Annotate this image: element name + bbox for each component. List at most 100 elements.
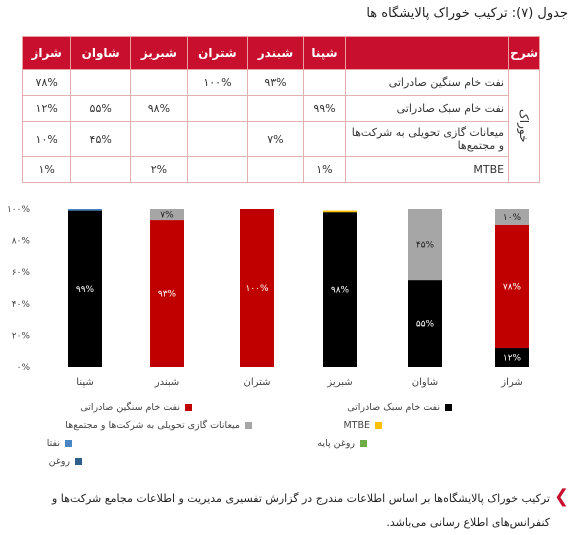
x-tick-label: شبندر bbox=[154, 377, 180, 388]
legend-swatch bbox=[375, 422, 382, 429]
table-row: خوراک نفت خام سنگین صادراتی ۹۳% ۱۰۰% ۷۸% bbox=[21, 69, 540, 183]
x-tick-label: شبریز bbox=[326, 377, 352, 388]
table-cell bbox=[247, 156, 304, 183]
column-header: شپنا bbox=[302, 36, 347, 70]
legend-label: نفتا bbox=[46, 438, 60, 449]
legend-swatch bbox=[245, 422, 252, 429]
bar-segment bbox=[323, 210, 357, 213]
bar-segment bbox=[495, 224, 529, 349]
table-cell bbox=[186, 121, 249, 157]
x-tick-label: شتران bbox=[243, 377, 270, 388]
table-cell bbox=[130, 69, 188, 96]
legend-item: روغن bbox=[49, 456, 82, 467]
y-tick-label: ۸۰% bbox=[12, 237, 31, 247]
legend-item: روغن پایه bbox=[317, 438, 367, 449]
legend-label: روغن bbox=[48, 456, 70, 467]
legend-swatch bbox=[65, 440, 72, 447]
table-cell: ۴۵% bbox=[70, 121, 132, 157]
bar-segment bbox=[68, 210, 102, 367]
stacked-bar-chart: ۰% ۲۰% ۴۰% ۶۰% ۸۰% ۱۰۰% ۹۹% شپنا ۹۳% ۷% شبندر ۱۰۰% ش… bbox=[7, 205, 529, 388]
bar-segment bbox=[240, 209, 274, 367]
data-label: ۱۰% bbox=[503, 213, 522, 223]
legend-swatch bbox=[185, 404, 192, 411]
y-tick-label: ۱۰۰% bbox=[7, 205, 31, 215]
legend-label: روغن پایه bbox=[317, 438, 355, 449]
data-label: ۹۳% bbox=[158, 290, 177, 300]
y-tick-label: ۴۰% bbox=[12, 300, 31, 310]
legend-item: MTBE bbox=[343, 420, 382, 431]
legend-swatch bbox=[360, 440, 367, 447]
row-label: MTBE bbox=[345, 156, 510, 183]
column-header: شبریز bbox=[130, 36, 188, 70]
legend-swatch bbox=[445, 404, 452, 411]
table-cell: ۵۵% bbox=[70, 95, 132, 122]
legend-label: نفت خام سنگین صادراتی bbox=[80, 402, 180, 413]
table-header-row: شرح شپنا شبندر شتران شبریز شاوان شراز bbox=[21, 36, 540, 70]
bar-segment bbox=[495, 209, 529, 225]
legend-item: نفت خام سبک صادراتی bbox=[347, 402, 452, 413]
bar-segment bbox=[495, 348, 529, 367]
chevron-left-icon: ❮ bbox=[554, 486, 570, 507]
table-cell bbox=[70, 156, 132, 183]
table-cell: ۹۸% bbox=[130, 95, 188, 122]
table-row: MTBE ۱% ۲% ۱% bbox=[21, 156, 540, 183]
header-label: شرح bbox=[508, 36, 540, 70]
legend-item: نفت خام سنگین صادراتی bbox=[80, 402, 192, 413]
header-category bbox=[345, 36, 510, 70]
table-cell bbox=[70, 69, 132, 96]
table-cell: ۹۹% bbox=[302, 95, 347, 122]
data-label: ۱۰۰% bbox=[245, 284, 269, 294]
table-cell: ۱% bbox=[21, 156, 72, 183]
data-label: ۷۸% bbox=[503, 282, 522, 292]
table-cell: ۱۲% bbox=[21, 95, 72, 122]
group-label: خوراک bbox=[508, 69, 540, 183]
table-cell: ۱۰% bbox=[21, 121, 72, 157]
table-cell: ۱% bbox=[302, 156, 347, 183]
column-header: شتران bbox=[186, 36, 249, 70]
table-cell: ۷% bbox=[247, 121, 304, 157]
legend-item: میعانات گازی تحویلی به شرکت‌ها و مجتمع‌ه… bbox=[65, 420, 252, 431]
bar-segment bbox=[408, 280, 442, 367]
table-cell bbox=[302, 121, 347, 157]
bar-segment bbox=[150, 220, 184, 367]
table-cell: ۱۰۰% bbox=[186, 69, 249, 96]
legend-swatch bbox=[75, 458, 82, 465]
bar-segment bbox=[68, 209, 102, 211]
table-row: میعانات گازی تحویلی به شرکت‌ها و مجتمع‌ه… bbox=[21, 121, 540, 157]
column-header: شراز bbox=[21, 36, 72, 70]
table-cell bbox=[302, 69, 347, 96]
table-cell: ۲% bbox=[130, 156, 188, 183]
x-tick-label: شپنا bbox=[76, 377, 93, 388]
data-table: شرح شپنا شبندر شتران شبریز شاوان شراز خو… bbox=[21, 36, 540, 183]
column-header: شاوان bbox=[70, 36, 132, 70]
row-label: نفت خام سبک صادراتی bbox=[345, 95, 510, 122]
table-cell: ۷۸% bbox=[21, 69, 72, 96]
legend-item: نفتا bbox=[47, 438, 72, 449]
legend-label: نفت خام سبک صادراتی bbox=[347, 402, 440, 413]
data-label: ۹۹% bbox=[76, 285, 95, 295]
footnote: ترکیب خوراک پالایشگاه‌ها بر اساس اطلاعات… bbox=[51, 492, 550, 529]
data-label: ۹۸% bbox=[331, 286, 350, 296]
page-title: جدول (۷): ترکیب خوراک پالایشگاه ها bbox=[366, 6, 568, 21]
data-label: ۷% bbox=[160, 211, 174, 221]
table-cell bbox=[186, 156, 249, 183]
table-cell bbox=[247, 95, 304, 122]
table-cell bbox=[130, 121, 188, 157]
data-label: ۴۵% bbox=[416, 241, 435, 251]
bar-segment bbox=[323, 212, 357, 367]
legend-label: MTBE bbox=[343, 420, 370, 431]
y-tick-label: ۲۰% bbox=[12, 331, 31, 341]
data-label: ۱۲% bbox=[503, 354, 522, 364]
bar-segment bbox=[150, 209, 184, 221]
bar-segment bbox=[408, 209, 442, 281]
table-cell: ۹۳% bbox=[247, 69, 304, 96]
row-label: نفت خام سنگین صادراتی bbox=[345, 69, 510, 96]
x-tick-label: شراز bbox=[500, 377, 523, 388]
row-label: میعانات گازی تحویلی به شرکت‌ها و مجتمع‌ه… bbox=[345, 121, 510, 157]
column-header: شبندر bbox=[247, 36, 304, 70]
table-row: نفت خام سبک صادراتی ۹۹% ۹۸% ۵۵% ۱۲% bbox=[21, 95, 540, 122]
legend-label: میعانات گازی تحویلی به شرکت‌ها و مجتمع‌ه… bbox=[65, 420, 240, 431]
y-tick-label: ۶۰% bbox=[12, 268, 31, 278]
table-cell bbox=[186, 95, 249, 122]
data-label: ۵۵% bbox=[416, 320, 435, 330]
